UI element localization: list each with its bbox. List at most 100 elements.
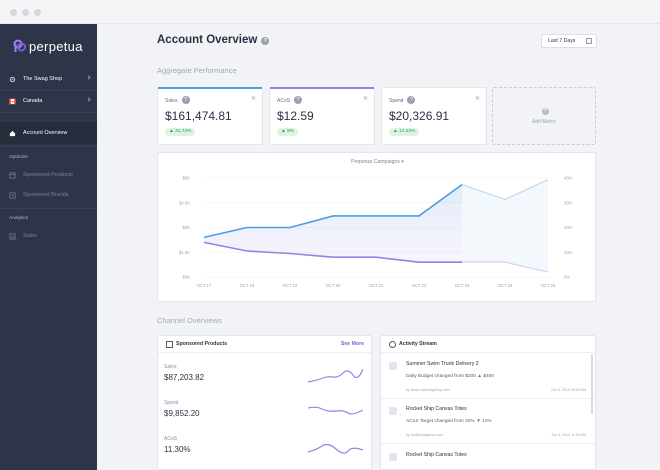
metric-change-value: 14.23% [399, 129, 416, 134]
x-tick-label: OCT 25 [541, 283, 556, 288]
activity-date: Jun 4, 2019 11:30 AM [551, 433, 586, 437]
help-icon[interactable]: ? [294, 96, 303, 104]
nav-account-overview-label: Account Overview [23, 130, 68, 136]
add-metric-button[interactable]: + Add Metric [492, 87, 596, 145]
date-range-picker[interactable]: Last 7 Days [541, 34, 597, 48]
browser-chrome [0, 0, 660, 24]
window-minimize-dot[interactable] [22, 9, 29, 16]
sponsored-products-panel: Sponsored Products See More Sales $87,20… [157, 335, 372, 470]
aggregate-section-title: Aggregate Performance [157, 66, 237, 75]
acos-sparkline [308, 443, 363, 454]
arrow-up-icon: ▲ [477, 374, 482, 379]
metric-label-text: Sales [165, 98, 178, 104]
bar-chart-icon [9, 232, 16, 240]
panel-title: Activity Stream [399, 341, 437, 347]
x-tick-label: OCT 17 [197, 283, 212, 288]
activity-title[interactable]: Rocket Ship Canvas Totes [406, 406, 467, 412]
performance-chart: $0K 0% $1.5K 10% $3K 20% $4.5K 30% $6K 40% OCT 17 O… [179, 176, 573, 289]
activity-desc-text: Daily Budget changed from [406, 374, 466, 379]
y-right-tick-label: 40% [564, 176, 573, 181]
divider [0, 90, 97, 91]
activity-title[interactable]: Summer Swim Trunk Delivery 2 [406, 361, 479, 367]
scrollbar[interactable] [591, 354, 593, 414]
activity-desc: ACoS Target changed from 20% ▼ 12% [406, 419, 492, 424]
tag-icon [9, 191, 16, 199]
brand-logo[interactable]: perpetua [13, 38, 83, 54]
activity-to: $400 [483, 374, 494, 379]
metric-label: Sales? [165, 96, 190, 104]
perpetua-logo-icon [13, 39, 26, 52]
help-icon[interactable]: ? [407, 96, 416, 104]
activity-stream-panel: Activity Stream Summer Swim Trunk Delive… [380, 335, 596, 470]
help-icon[interactable]: ? [261, 37, 270, 45]
y-left-tick-label: $4.5K [179, 200, 190, 205]
divider [0, 146, 97, 147]
section-optimize: Optimize [9, 155, 28, 160]
row-label: Spend [164, 400, 179, 406]
section-analytics: Analytics [9, 216, 29, 221]
y-left-tick-label: $1.5K [179, 250, 190, 255]
metric-value: $20,326.91 [389, 109, 450, 123]
x-tick-label: OCT 21 [369, 283, 384, 288]
metric-change-badge: ▲ 14.23% [389, 128, 420, 136]
x-tick-label: OCT 20 [326, 283, 341, 288]
nav-account-overview[interactable]: Account Overview [0, 122, 97, 144]
activity-from: 20% [465, 419, 475, 424]
x-tick-label: OCT 18 [240, 283, 255, 288]
window-close-dot[interactable] [10, 9, 17, 16]
metric-change-badge: ▲ 8% [277, 128, 299, 136]
nav-sales[interactable]: Sales [0, 225, 97, 247]
plus-icon: + [542, 108, 549, 115]
metric-accent-bar [270, 87, 374, 89]
chevron-right-icon [86, 97, 91, 102]
chart-title-text: Perpetua Campaigns [351, 159, 400, 165]
metric-card-sales[interactable]: Sales? ✕ $161,474.81 ▲ 31.74% [157, 87, 263, 145]
page-title-text: Account Overview [157, 34, 258, 46]
campaign-icon [389, 453, 397, 461]
channel-section-title: Channel Overviews [157, 316, 223, 325]
series-area-fill [204, 184, 462, 263]
nav-sponsored-brands-label: Sponsored Brands [23, 192, 69, 198]
activity-title[interactable]: Rocket Ship Canvas Totes [406, 452, 467, 458]
campaign-icon [389, 362, 397, 370]
divider [381, 352, 595, 353]
chevron-right-icon [86, 75, 91, 80]
y-left-tick-label: $0K [183, 275, 191, 280]
calendar-icon [586, 38, 592, 44]
region-name: Canada [23, 98, 43, 104]
projected-area-fill [462, 179, 548, 273]
page-title: Account Overview? [157, 34, 270, 46]
nav-sponsored-products[interactable]: Sponsored Products [0, 164, 97, 186]
nav-sales-label: Sales [23, 233, 37, 239]
region-selector[interactable]: Canada [0, 90, 97, 112]
canada-flag-icon [9, 98, 16, 104]
date-range-label: Last 7 Days [548, 38, 576, 44]
nav-sponsored-brands[interactable]: Sponsored Brands [0, 184, 97, 206]
metric-change-badge: ▲ 31.74% [165, 128, 196, 136]
y-right-tick-label: 10% [564, 250, 573, 255]
row-value: $87,203.82 [164, 373, 205, 382]
activity-from: $200 [465, 374, 476, 379]
chart-title[interactable]: Perpetua Campaigns ▾ [351, 159, 404, 165]
close-icon[interactable]: ✕ [362, 96, 368, 102]
store-name: The Swag Shop [23, 76, 63, 82]
help-icon[interactable]: ? [181, 96, 190, 104]
window-maximize-dot[interactable] [34, 9, 41, 16]
see-more-link[interactable]: See More [340, 341, 364, 347]
metric-label-text: ACoS [277, 98, 291, 104]
x-tick-label: OCT 19 [283, 283, 298, 288]
row-value: 11.30% [164, 445, 191, 454]
metric-card-acos[interactable]: ACoS? ✕ $12.59 ▲ 8% [269, 87, 375, 145]
metric-card-spend[interactable]: Spend? ✕ $20,326.91 ▲ 14.23% [381, 87, 487, 145]
y-left-tick-label: $6K [183, 176, 191, 181]
arrow-down-icon: ▼ [476, 419, 481, 424]
y-right-tick-label: 20% [564, 225, 573, 230]
store-selector[interactable]: The Swag Shop [0, 68, 97, 90]
close-icon[interactable]: ✕ [250, 96, 256, 102]
activity-icon [389, 341, 396, 348]
row-value: $9,852.20 [164, 409, 200, 418]
box-icon [9, 171, 16, 179]
metric-label: Spend? [389, 96, 416, 104]
close-icon[interactable]: ✕ [474, 96, 480, 102]
activity-meta: by kevin.s@swagshop.com [406, 388, 450, 392]
